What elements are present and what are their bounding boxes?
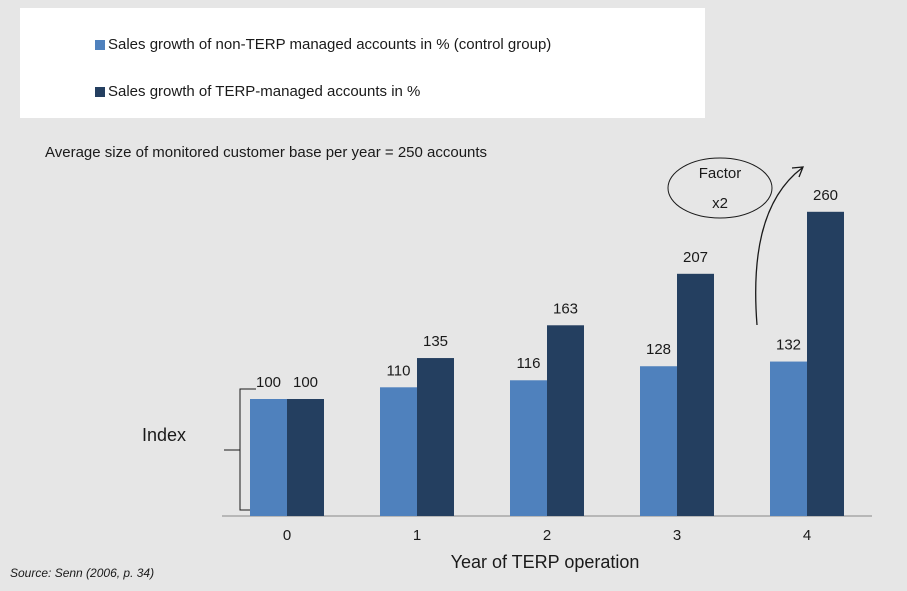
data-label: 128 (646, 341, 671, 358)
bar (640, 366, 677, 516)
annotation-text: x2 (712, 195, 728, 212)
x-tick-label: 0 (283, 527, 291, 544)
bar (770, 361, 807, 516)
data-label: 110 (387, 362, 411, 379)
bar (250, 399, 287, 516)
annotation-text: Factor (699, 165, 742, 182)
bar (510, 380, 547, 516)
arrow (755, 166, 804, 326)
annotation-ellipse (667, 157, 773, 219)
bar (380, 387, 417, 516)
bar (417, 358, 454, 516)
x-axis-title: Year of TERP operation (451, 552, 640, 572)
bar (677, 273, 714, 516)
x-tick-label: 1 (413, 527, 421, 544)
bar (807, 211, 844, 517)
data-label: 207 (683, 249, 708, 266)
x-tick-label: 4 (803, 527, 811, 544)
x-tick-label: 2 (543, 527, 551, 544)
legend-swatch (95, 87, 105, 97)
data-label: 260 (813, 187, 838, 204)
note: Average size of monitored customer base … (45, 144, 487, 161)
bracket (224, 388, 256, 511)
x-tick-label: 3 (673, 527, 681, 544)
legend-box (20, 8, 705, 118)
legend-label: Sales growth of non-TERP managed account… (108, 36, 551, 53)
data-label: 163 (553, 300, 578, 317)
source: Source: Senn (2006, p. 34) (10, 566, 154, 580)
bar (287, 399, 324, 516)
legend-label: Sales growth of TERP-managed accounts in… (108, 83, 420, 100)
data-label: 100 (293, 374, 318, 391)
bar (547, 325, 584, 516)
data-label: 100 (256, 374, 281, 391)
data-label: 135 (423, 333, 448, 350)
y-axis-label: Index (142, 425, 186, 445)
legend-swatch (95, 40, 105, 50)
data-label: 132 (776, 337, 801, 354)
data-label: 116 (517, 355, 541, 372)
